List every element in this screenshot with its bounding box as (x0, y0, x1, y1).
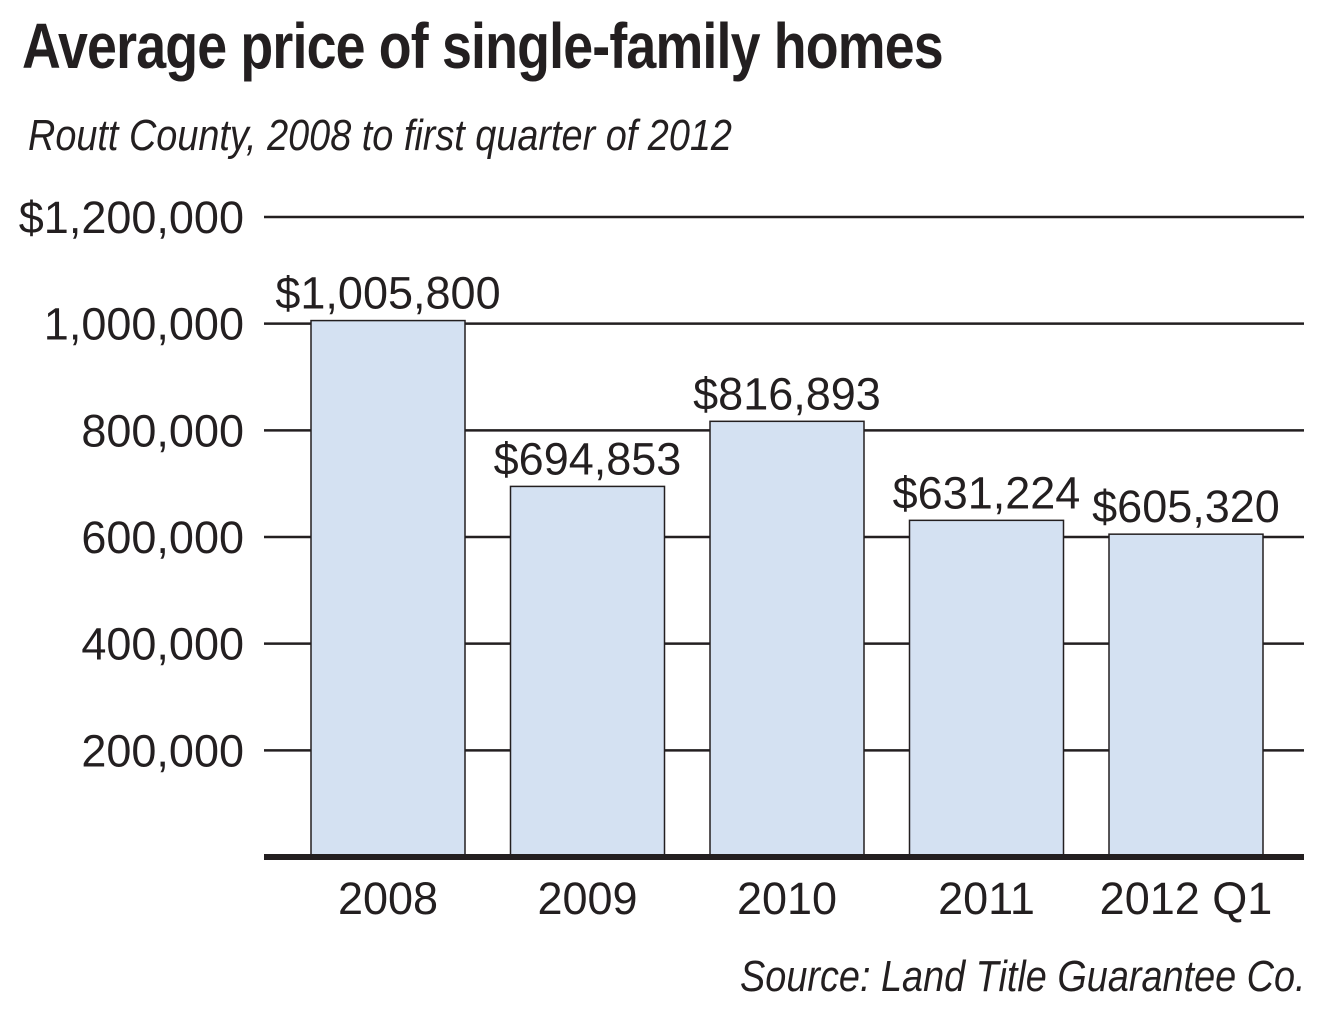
bar-2009 (509, 485, 666, 858)
bar-value-label: $631,224 (893, 467, 1081, 518)
x-tick-label: 2011 (938, 873, 1035, 924)
x-tick-label: 2012 Q1 (1100, 873, 1273, 924)
bar-2008 (310, 319, 466, 858)
bar-2012-q1 (1108, 533, 1264, 858)
y-tick-label: 400,000 (81, 619, 244, 670)
bar-value-label: $605,320 (1092, 481, 1280, 532)
x-tick-label: 2008 (338, 873, 438, 924)
y-axis-tick-labels: 200,000 400,000 600,000 800,000 1,000,000 $1,… (19, 192, 244, 776)
x-tick-label: 2010 (737, 873, 837, 924)
bar-value-label: $694,853 (494, 433, 682, 484)
bar-value-labels: $1,005,800 $694,853$816,893$631,224 $605,3… (275, 268, 1279, 533)
y-tick-label: 200,000 (81, 725, 244, 776)
bar-2011 (908, 519, 1065, 858)
y-tick-label: 1,000,000 (44, 299, 244, 350)
bar-value-label: $1,005,800 (275, 268, 500, 319)
bar-value-label: $816,893 (693, 368, 881, 419)
bar-2010 (709, 420, 865, 858)
x-axis-tick-labels: 2008 2009 2010 2011 2012 Q1 (338, 873, 1272, 924)
bars (310, 319, 1264, 858)
x-tick-label: 2009 (537, 873, 637, 924)
source-credit: Source: Land Title Guarantee Co. (740, 952, 1306, 1001)
y-tick-label: 600,000 (81, 512, 244, 563)
chart-title: Average price of single-family homes (22, 10, 944, 82)
y-tick-label: 800,000 (81, 405, 244, 456)
chart-subtitle: Routt County, 2008 to first quarter of 2… (28, 111, 732, 160)
y-tick-label: $1,200,000 (19, 192, 244, 243)
